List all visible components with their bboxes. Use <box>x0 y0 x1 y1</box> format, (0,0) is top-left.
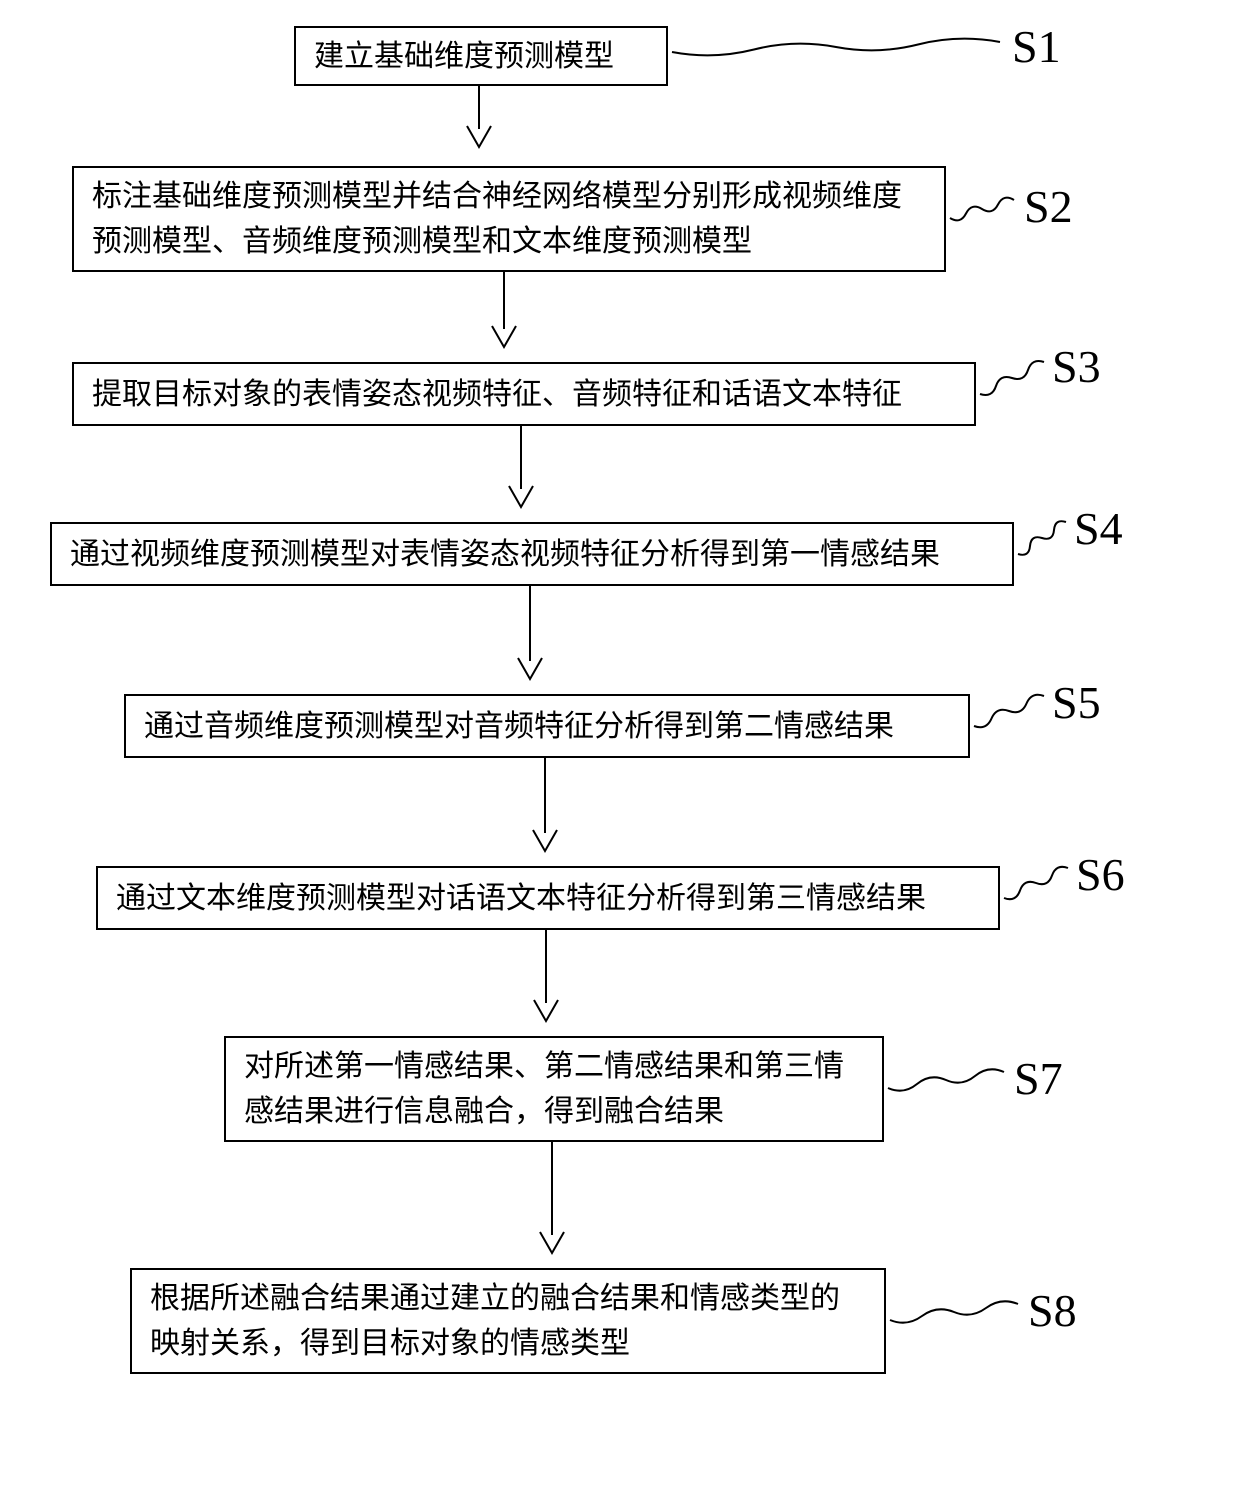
arrow-head-icon <box>507 484 535 510</box>
wavy-connector <box>989 853 1083 913</box>
step-box-s2: 标注基础维度预测模型并结合神经网络模型分别形成视频维度预测模型、音频维度预测模型… <box>72 166 946 272</box>
arrow-line <box>551 1142 553 1235</box>
wavy-connector <box>657 27 1015 67</box>
wavy-connector <box>873 1057 1019 1103</box>
step-box-s7: 对所述第一情感结果、第二情感结果和第三情感结果进行信息融合，得到融合结果 <box>224 1036 884 1142</box>
step-label-s8: S8 <box>1028 1284 1077 1337</box>
arrow-head-icon <box>490 324 518 350</box>
step-label-s4: S4 <box>1074 502 1123 555</box>
arrow-line <box>544 758 546 833</box>
wavy-connector <box>1003 507 1081 569</box>
arrow-head-icon <box>516 656 544 682</box>
arrow-head-icon <box>532 998 560 1024</box>
step-text: 通过文本维度预测模型对话语文本特征分析得到第三情感结果 <box>116 876 926 921</box>
step-text: 根据所述融合结果通过建立的融合结果和情感类型的映射关系，得到目标对象的情感类型 <box>150 1276 866 1366</box>
step-text: 标注基础维度预测模型并结合神经网络模型分别形成视频维度预测模型、音频维度预测模型… <box>92 174 926 264</box>
arrow-head-icon <box>538 1230 566 1256</box>
arrow-head-icon <box>531 828 559 854</box>
wavy-connector <box>935 185 1029 233</box>
arrow-head-icon <box>465 124 493 150</box>
arrow-line <box>520 426 522 489</box>
arrow-line <box>529 586 531 661</box>
step-label-s2: S2 <box>1024 180 1073 233</box>
wavy-connector <box>875 1289 1033 1335</box>
wavy-connector <box>959 681 1059 741</box>
step-text: 建立基础维度预测模型 <box>314 34 614 79</box>
step-label-s7: S7 <box>1014 1052 1063 1105</box>
arrow-line <box>478 86 480 129</box>
step-text: 通过视频维度预测模型对表情姿态视频特征分析得到第一情感结果 <box>70 532 940 577</box>
step-text: 提取目标对象的表情姿态视频特征、音频特征和话语文本特征 <box>92 372 902 417</box>
wavy-connector <box>965 347 1059 409</box>
step-box-s6: 通过文本维度预测模型对话语文本特征分析得到第三情感结果 <box>96 866 1000 930</box>
step-box-s4: 通过视频维度预测模型对表情姿态视频特征分析得到第一情感结果 <box>50 522 1014 586</box>
step-box-s3: 提取目标对象的表情姿态视频特征、音频特征和话语文本特征 <box>72 362 976 426</box>
step-box-s8: 根据所述融合结果通过建立的融合结果和情感类型的映射关系，得到目标对象的情感类型 <box>130 1268 886 1374</box>
flowchart-canvas: 建立基础维度预测模型 S1 标注基础维度预测模型并结合神经网络模型分别形成视频维度预… <box>0 0 1240 1496</box>
step-box-s5: 通过音频维度预测模型对音频特征分析得到第二情感结果 <box>124 694 970 758</box>
arrow-line <box>545 930 547 1003</box>
step-text: 通过音频维度预测模型对音频特征分析得到第二情感结果 <box>144 704 894 749</box>
step-label-s3: S3 <box>1052 340 1101 393</box>
step-label-s1: S1 <box>1012 20 1061 73</box>
step-text: 对所述第一情感结果、第二情感结果和第三情感结果进行信息融合，得到融合结果 <box>244 1044 864 1134</box>
arrow-line <box>503 272 505 329</box>
step-label-s5: S5 <box>1052 676 1101 729</box>
step-box-s1: 建立基础维度预测模型 <box>294 26 668 86</box>
step-label-s6: S6 <box>1076 848 1125 901</box>
